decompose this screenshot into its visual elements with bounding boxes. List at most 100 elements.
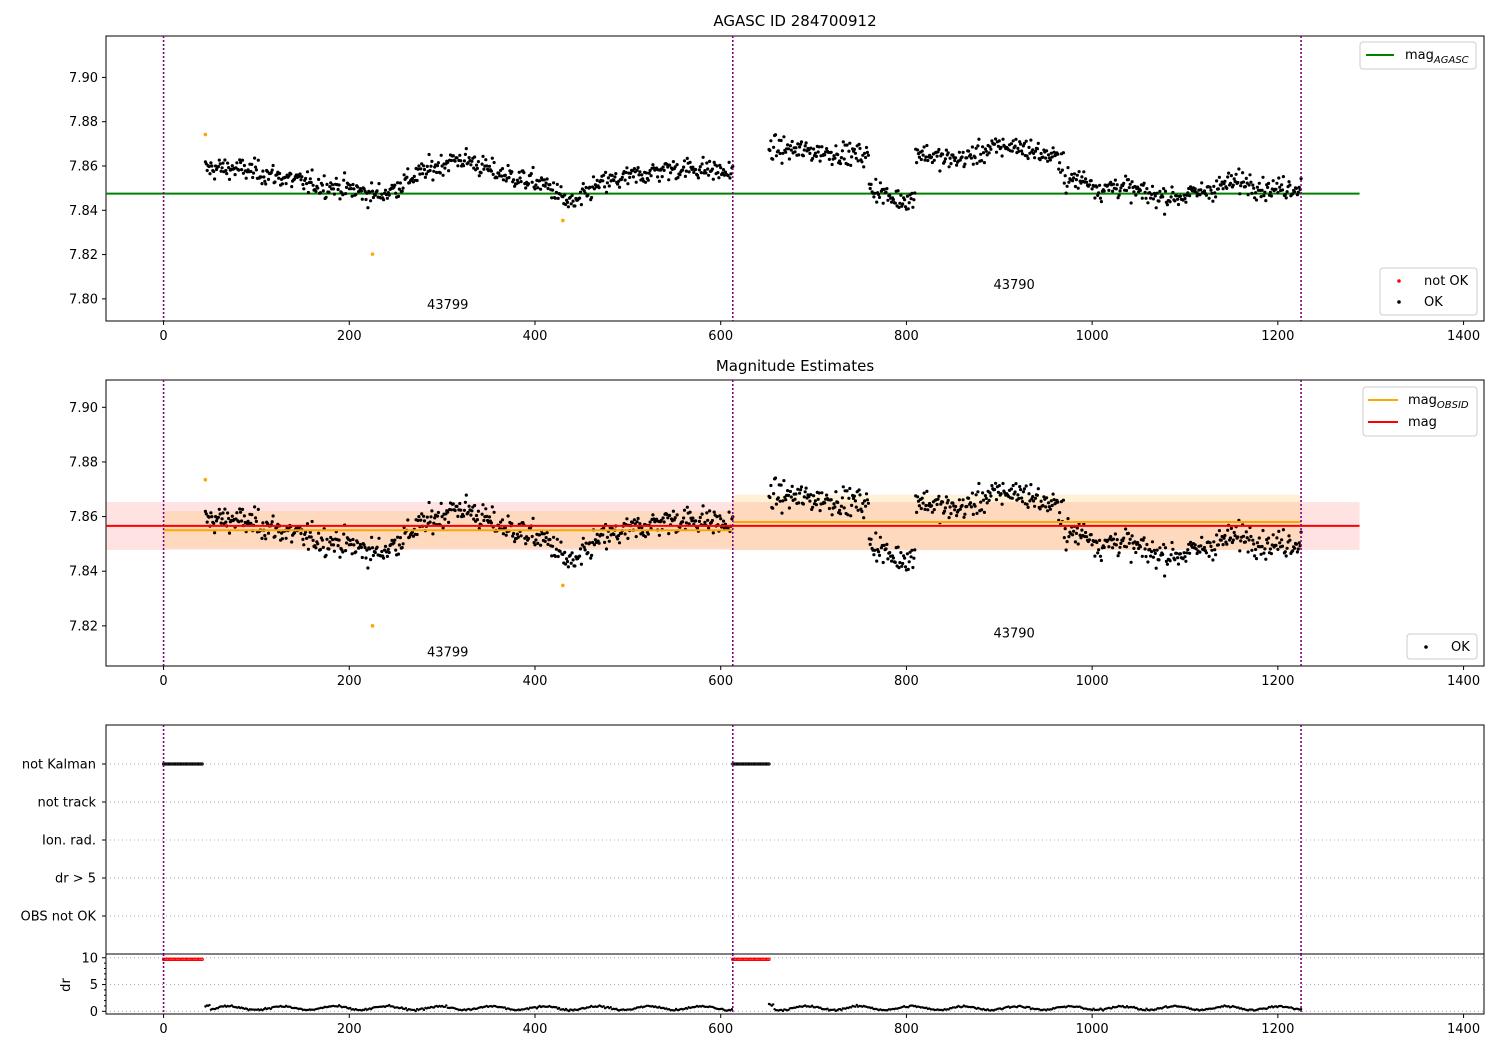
p2-point (779, 483, 783, 487)
p2-point (635, 520, 639, 524)
p1-point (519, 180, 523, 184)
p1-point (1119, 186, 1123, 190)
p1-point (418, 172, 422, 176)
p1-ytick-label: 7.90 (69, 71, 98, 86)
p1-point (239, 160, 243, 165)
p1-point (839, 156, 844, 160)
p2-point (1124, 527, 1128, 531)
p1-point (314, 189, 318, 193)
p1-point (920, 149, 924, 153)
p2-point (604, 547, 609, 551)
p2-point (662, 520, 666, 524)
p2-point (827, 506, 832, 511)
p4-dr-point (850, 1006, 853, 1009)
p2-point (989, 494, 993, 498)
p2-point (1117, 551, 1121, 555)
p2-point (447, 520, 451, 525)
p2-point (1134, 550, 1138, 555)
p1-point (628, 175, 632, 179)
p2-point (214, 519, 219, 523)
p1-point (661, 165, 665, 169)
p1-point (260, 182, 264, 186)
p1-point (1061, 151, 1065, 155)
p1-point (1207, 196, 1211, 200)
p1-point (726, 174, 730, 178)
p1-point (359, 189, 363, 193)
p1-point (435, 170, 439, 175)
p2-point (1216, 543, 1220, 547)
p1-point (834, 144, 838, 148)
p2-point (1130, 534, 1134, 538)
p1-point (447, 169, 451, 173)
p2-point (710, 518, 715, 523)
p1-point (1227, 171, 1231, 175)
p4-xtick-label: 0 (159, 1022, 167, 1037)
p2-point (1072, 529, 1076, 533)
p1-point (1211, 199, 1215, 203)
p2-point (481, 503, 485, 507)
p2-point (292, 531, 297, 535)
p2-point (1229, 526, 1233, 531)
p2-point (602, 526, 606, 530)
p2-point (1087, 538, 1091, 542)
p2-ytick-label: 7.88 (69, 455, 98, 470)
p2-point (1236, 535, 1240, 539)
p2-point (1226, 528, 1230, 532)
p2-point (820, 491, 824, 495)
p1-point (915, 161, 919, 165)
p1-point (1022, 141, 1026, 146)
p2-point (260, 536, 264, 541)
p2-point (280, 537, 284, 541)
p2-point (929, 504, 934, 508)
p1-point (1114, 187, 1118, 191)
p1-point (563, 193, 567, 197)
p2-point (337, 538, 341, 542)
p2-point (420, 512, 424, 516)
p1-point (1132, 190, 1136, 194)
p2-point (533, 543, 537, 547)
p2-point (796, 487, 800, 491)
p1-point (1029, 138, 1033, 142)
p2-point (1111, 537, 1116, 541)
p4-dr-point (555, 1006, 558, 1009)
p1-point (682, 165, 686, 169)
p2-point (939, 502, 943, 506)
p2-point (1188, 551, 1192, 555)
p1-point (207, 164, 211, 169)
p2-point (1287, 534, 1291, 538)
p1-point (678, 173, 682, 177)
p4-ylabel: dr (59, 978, 74, 992)
p1-point (467, 156, 471, 160)
p1-point (317, 177, 321, 181)
p1-point (213, 177, 217, 181)
p2-point (469, 513, 473, 517)
p1-point (456, 164, 460, 168)
p1-point (1027, 145, 1031, 149)
p2-point (264, 537, 268, 541)
p1-point (801, 154, 806, 158)
panel-agasc-magnitude: AGASC ID 284700912 7.807.827.847.867.887… (69, 12, 1485, 344)
p2-point (552, 535, 556, 539)
p1-point (1117, 193, 1121, 197)
p2-point (897, 566, 901, 570)
p1-point (898, 201, 902, 205)
p2-point (1010, 496, 1014, 500)
p2-point (458, 501, 462, 506)
p2-point (1146, 560, 1150, 564)
p2-point (1099, 558, 1103, 563)
p1-point (718, 163, 722, 167)
p1-point (1050, 155, 1054, 159)
p1-point (864, 145, 869, 150)
p1-point (524, 186, 528, 190)
p1-point (957, 150, 962, 154)
p1-point (903, 205, 908, 209)
p4-ytick-label: 5 (90, 978, 98, 993)
p2-point (524, 542, 528, 546)
p1-point (1033, 156, 1037, 160)
p1-point (804, 141, 808, 145)
p1-point (1039, 151, 1043, 156)
p2-point (936, 497, 940, 501)
p1-point (1026, 156, 1030, 161)
p2-point (578, 554, 582, 558)
p1-point (954, 156, 958, 160)
